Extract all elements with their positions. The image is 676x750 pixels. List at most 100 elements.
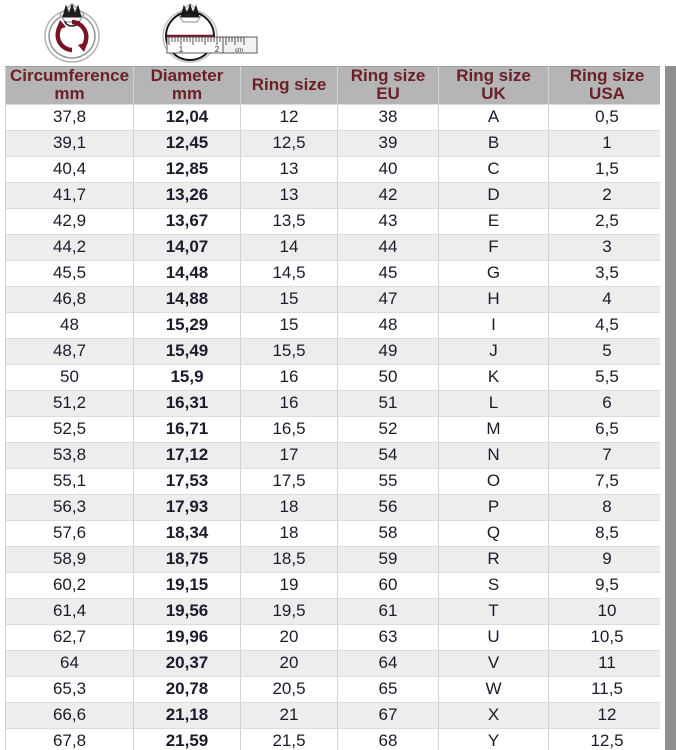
header-title: Ring size: [350, 66, 426, 85]
cell-circumference: 62,7: [5, 624, 134, 651]
cell-ring-size-usa: 1,5: [548, 156, 666, 183]
ring-size-chart-scroll-area[interactable]: Circumference mm Diameter mm Ring size R…: [0, 66, 676, 750]
cell-diameter: 17,53: [133, 468, 241, 495]
ruler-unit-cm: cm: [235, 48, 243, 54]
cell-circumference: 55,1: [5, 468, 134, 495]
cell-diameter: 14,07: [133, 234, 241, 261]
header-sub: USA: [589, 84, 625, 104]
cell-ring-size-usa: 11: [548, 650, 666, 677]
cell-ring-size: 13: [240, 182, 338, 209]
table-row: 44,2 14,07 14 44 F 3: [5, 234, 666, 261]
cell-ring-size-eu: 40: [337, 156, 439, 183]
cell-ring-size-eu: 38: [337, 104, 439, 131]
header-sub: UK: [481, 84, 506, 104]
cell-ring-size-usa: 4: [548, 286, 666, 313]
column-header-ring-size-uk: Ring size UK: [438, 66, 549, 105]
cell-circumference: 41,7: [5, 182, 134, 209]
table-body: 37,8 12,04 12 38 A 0,5 39,1 12,45 12,5 39 B 1 40,4 12…: [5, 104, 666, 750]
cell-ring-size-uk: H: [438, 286, 549, 313]
cell-circumference: 64: [5, 650, 134, 677]
table-row: 42,9 13,67 13,5 43 E 2,5: [5, 208, 666, 235]
cell-ring-size-usa: 7: [548, 442, 666, 469]
cell-ring-size: 12: [240, 104, 338, 131]
cell-ring-size: 20: [240, 624, 338, 651]
cell-circumference: 65,3: [5, 676, 134, 703]
cell-circumference: 44,2: [5, 234, 134, 261]
cell-ring-size: 18: [240, 494, 338, 521]
cell-ring-size: 16: [240, 364, 338, 391]
cell-ring-size-eu: 68: [337, 728, 439, 750]
table-row: 45,5 14,48 14,5 45 G 3,5: [5, 260, 666, 287]
cell-ring-size: 13,5: [240, 208, 338, 235]
ring-circumference-icon: [22, 0, 122, 69]
cell-circumference: 56,3: [5, 494, 134, 521]
cell-circumference: 46,8: [5, 286, 134, 313]
cell-ring-size-uk: O: [438, 468, 549, 495]
table-row: 41,7 13,26 13 42 D 2: [5, 182, 666, 209]
table-row: 56,3 17,93 18 56 P 8: [5, 494, 666, 521]
cell-diameter: 16,31: [133, 390, 241, 417]
cell-ring-size-usa: 8,5: [548, 520, 666, 547]
cell-circumference: 58,9: [5, 546, 134, 573]
cell-ring-size-usa: 11,5: [548, 676, 666, 703]
cell-ring-size: 16: [240, 390, 338, 417]
table-row: 39,1 12,45 12,5 39 B 1: [5, 130, 666, 157]
cell-ring-size-eu: 63: [337, 624, 439, 651]
cell-ring-size: 15: [240, 286, 338, 313]
cell-ring-size: 20,5: [240, 676, 338, 703]
cell-ring-size-usa: 12: [548, 702, 666, 729]
column-header-ring-size-eu: Ring size EU: [337, 66, 439, 105]
column-header-circumference: Circumference mm: [5, 66, 134, 105]
cell-ring-size-eu: 51: [337, 390, 439, 417]
table-row: 40,4 12,85 13 40 C 1,5: [5, 156, 666, 183]
cell-ring-size-uk: W: [438, 676, 549, 703]
cell-ring-size-usa: 10,5: [548, 624, 666, 651]
table-row: 46,8 14,88 15 47 H 4: [5, 286, 666, 313]
header-title: Ring size: [569, 66, 645, 85]
cell-circumference: 57,6: [5, 520, 134, 547]
cell-ring-size-uk: G: [438, 260, 549, 287]
cell-ring-size-eu: 48: [337, 312, 439, 339]
cell-ring-size-uk: T: [438, 598, 549, 625]
cell-ring-size-uk: F: [438, 234, 549, 261]
cell-ring-size-uk: I: [438, 312, 549, 339]
cell-ring-size: 14,5: [240, 260, 338, 287]
cell-circumference: 60,2: [5, 572, 134, 599]
cell-ring-size: 21,5: [240, 728, 338, 750]
cell-ring-size: 21: [240, 702, 338, 729]
cell-circumference: 39,1: [5, 130, 134, 157]
header-title: Diameter: [150, 66, 224, 85]
table-row: 58,9 18,75 18,5 59 R 9: [5, 546, 666, 573]
header-row: Circumference mm Diameter mm Ring size R…: [5, 66, 666, 105]
cell-ring-size: 20: [240, 650, 338, 677]
cell-ring-size-uk: U: [438, 624, 549, 651]
cell-diameter: 15,49: [133, 338, 241, 365]
cell-ring-size-eu: 55: [337, 468, 439, 495]
cell-diameter: 14,48: [133, 260, 241, 287]
table-row: 55,1 17,53 17,5 55 O 7,5: [5, 468, 666, 495]
cell-diameter: 20,78: [133, 676, 241, 703]
cell-diameter: 18,75: [133, 546, 241, 573]
column-header-ring-size-usa: Ring size USA: [548, 66, 666, 105]
cell-ring-size-usa: 4,5: [548, 312, 666, 339]
cell-ring-size-usa: 9,5: [548, 572, 666, 599]
cell-ring-size-eu: 61: [337, 598, 439, 625]
header-title: Ring size: [456, 66, 531, 85]
cell-ring-size-uk: L: [438, 390, 549, 417]
cell-ring-size-eu: 56: [337, 494, 439, 521]
cell-diameter: 13,67: [133, 208, 241, 235]
cell-ring-size-eu: 60: [337, 572, 439, 599]
cell-ring-size-uk: C: [438, 156, 549, 183]
cell-ring-size: 15: [240, 312, 338, 339]
cell-ring-size-usa: 12,5: [548, 728, 666, 750]
table-row: 65,3 20,78 20,5 65 W 11,5: [5, 676, 666, 703]
cell-diameter: 13,26: [133, 182, 241, 209]
table-row: 66,6 21,18 21 67 X 12: [5, 702, 666, 729]
cell-circumference: 51,2: [5, 390, 134, 417]
cell-ring-size-uk: V: [438, 650, 549, 677]
cell-ring-size-uk: A: [438, 104, 549, 131]
cell-ring-size-uk: P: [438, 494, 549, 521]
cell-ring-size-usa: 0,5: [548, 104, 666, 131]
cell-circumference: 37,8: [5, 104, 134, 131]
cell-ring-size-usa: 6,5: [548, 416, 666, 443]
